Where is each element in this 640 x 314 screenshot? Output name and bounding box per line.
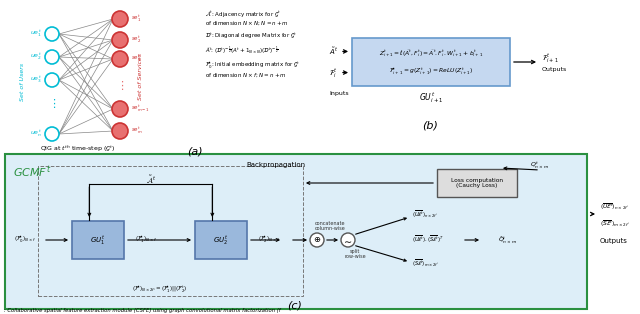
Text: Loss computation
(Cauchy Loss): Loss computation (Cauchy Loss) (451, 178, 503, 188)
Circle shape (112, 11, 128, 27)
Text: $\sim$: $\sim$ (342, 235, 353, 245)
FancyArrowPatch shape (591, 212, 594, 216)
Text: Backpropagation: Backpropagation (246, 162, 305, 168)
FancyArrowPatch shape (327, 239, 337, 241)
Text: $(\mathcal{F}_1^t)_{N \times f'}$: $(\mathcal{F}_1^t)_{N \times f'}$ (135, 235, 157, 245)
FancyArrowPatch shape (251, 239, 279, 241)
Text: $ue_3^t$: $ue_3^t$ (30, 75, 42, 85)
Text: of dimension $N \times N$; $N = n + m$: of dimension $N \times N$; $N = n + m$ (205, 19, 289, 27)
Text: $\mathcal{F}_{i+1}^t = g(Z_{i+1}^t) = ReLU(Z_{i+1}^t)$: $\mathcal{F}_{i+1}^t = g(Z_{i+1}^t) = Re… (388, 66, 474, 77)
Text: $\tilde{A}^t$: $(\mathcal{D}^t)^{-\frac{1}{2}}(A^t + 1_{N \times N})(\mathcal{D}: $\tilde{A}^t$: $(\mathcal{D}^t)^{-\frac{… (205, 45, 279, 57)
Text: $GU_{i+1}^t$: $GU_{i+1}^t$ (419, 90, 443, 106)
Text: Outputs: Outputs (542, 67, 567, 72)
FancyArrowPatch shape (504, 167, 537, 170)
Circle shape (45, 73, 59, 87)
Text: $(\mathcal{F}_0^t)_{N \times f}$: $(\mathcal{F}_0^t)_{N \times f}$ (14, 235, 36, 245)
Text: $(\mathcal{F}_2^t)_{N \times f'}$: $(\mathcal{F}_2^t)_{N \times f'}$ (258, 235, 280, 245)
FancyArrowPatch shape (211, 187, 214, 216)
Circle shape (112, 123, 128, 139)
Text: : Collaborative spatial feature extraction module (CSFE) using graph convolution: : Collaborative spatial feature extracti… (4, 308, 280, 313)
Text: $\mathcal{F}_{i+1}^t$: $\mathcal{F}_{i+1}^t$ (542, 51, 559, 63)
Text: $\mathcal{F}_i^t$: $\mathcal{F}_i^t$ (330, 66, 338, 79)
Text: (b): (b) (422, 121, 438, 131)
Text: $(\overline{S\mathcal{E}}^t)_{m \times 2f'}$: $(\overline{S\mathcal{E}}^t)_{m \times 2… (412, 259, 438, 269)
FancyArrowPatch shape (46, 239, 67, 241)
Text: $\tilde{A}^t$: $\tilde{A}^t$ (329, 46, 338, 57)
Text: QIG at $t^{th}$ time-step ($\mathcal{G}^t$): QIG at $t^{th}$ time-step ($\mathcal{G}^… (40, 144, 115, 154)
Text: (a): (a) (187, 146, 203, 156)
Text: split
row-wise: split row-wise (344, 249, 366, 259)
Text: $se_2^t$: $se_2^t$ (131, 35, 141, 45)
Text: $ue_2^t$: $ue_2^t$ (30, 52, 42, 62)
Text: $GCMF^t$: $GCMF^t$ (13, 164, 51, 180)
FancyArrowPatch shape (514, 60, 535, 64)
Text: $GU_1^t$: $GU_1^t$ (90, 234, 106, 246)
Text: Set of Services: Set of Services (138, 52, 143, 100)
Text: $(\overline{U\mathcal{E}}^t)_{n \times 2f'}$: $(\overline{U\mathcal{E}}^t)_{n \times 2… (600, 202, 629, 212)
Text: concatenate
column-wise: concatenate column-wise (315, 221, 346, 231)
Text: $se_{m-1}^t$: $se_{m-1}^t$ (131, 104, 150, 114)
Text: $\hat{Q}^t_{n \times m}$: $\hat{Q}^t_{n \times m}$ (498, 234, 517, 246)
Text: $ue_1^t$: $ue_1^t$ (30, 29, 42, 39)
Text: $ue_n^t$: $ue_n^t$ (29, 129, 42, 139)
Text: $(\overline{U\mathcal{E}}^t).(\overline{S\mathcal{E}}^t)^T$: $(\overline{U\mathcal{E}}^t).(\overline{… (412, 235, 444, 245)
FancyArrowPatch shape (343, 50, 347, 53)
FancyArrowPatch shape (307, 181, 433, 184)
Bar (72, 221, 124, 259)
Text: $(\mathcal{F}^t)_{N \times 2f'} = (\mathcal{F}_1^t)||(\mathcal{F}_2^t)$: $(\mathcal{F}^t)_{N \times 2f'} = (\math… (132, 284, 187, 294)
FancyArrowPatch shape (292, 239, 306, 241)
Circle shape (112, 32, 128, 48)
Circle shape (45, 50, 59, 64)
Text: $(\overline{S\mathcal{E}}^t)_{m \times 2f'}$: $(\overline{S\mathcal{E}}^t)_{m \times 2… (600, 219, 630, 229)
FancyArrowPatch shape (343, 71, 347, 74)
Bar (38, 166, 303, 296)
Circle shape (341, 233, 355, 247)
Text: $GU_2^t$: $GU_2^t$ (213, 234, 228, 246)
FancyArrowPatch shape (465, 239, 478, 241)
Bar (5, 154, 587, 309)
Bar (352, 38, 510, 86)
Text: $Z_{i+1}^t = \ell(\tilde{A}^t,F_i^t) = \tilde{A}^t.F_i^t.W_{i+1}^t + b_{i+1}^t$: $Z_{i+1}^t = \ell(\tilde{A}^t,F_i^t) = \… (379, 49, 483, 59)
Text: $(\overline{U\mathcal{E}}^t)_{n \times 2f'}$: $(\overline{U\mathcal{E}}^t)_{n \times 2… (412, 210, 438, 220)
Text: (c): (c) (287, 301, 303, 311)
FancyArrowPatch shape (356, 246, 406, 261)
Text: $\mathcal{A}^t$: Adjacency matrix for $\mathcal{G}^t$: $\mathcal{A}^t$: Adjacency matrix for $\… (205, 9, 281, 19)
Text: $se_1^t$: $se_1^t$ (131, 14, 141, 24)
Text: $\vdots$: $\vdots$ (48, 96, 56, 110)
Text: Outputs: Outputs (600, 238, 628, 244)
Text: $\vdots$: $\vdots$ (116, 79, 124, 93)
Circle shape (112, 51, 128, 67)
Circle shape (45, 27, 59, 41)
FancyArrowPatch shape (128, 239, 190, 241)
Text: $\oplus$: $\oplus$ (313, 235, 321, 244)
Text: $\mathcal{F}_0^t$: Initial embedding matrix for $\mathcal{G}^t$: $\mathcal{F}_0^t$: Initial embedding mat… (205, 61, 301, 71)
Text: $Q^t_{n \times m}$: $Q^t_{n \times m}$ (531, 161, 550, 171)
Text: Set of Users: Set of Users (19, 63, 24, 101)
Text: $\tilde{\mathcal{A}}^t$: $\tilde{\mathcal{A}}^t$ (146, 173, 156, 185)
Text: Inputs: Inputs (329, 91, 349, 96)
Text: of dimension $N \times f$; $N = n + m$: of dimension $N \times f$; $N = n + m$ (205, 71, 287, 79)
FancyArrowPatch shape (356, 218, 406, 234)
Text: $se_m^t$: $se_m^t$ (131, 126, 143, 136)
FancyArrowPatch shape (88, 187, 91, 216)
Circle shape (45, 127, 59, 141)
Bar (437, 169, 517, 197)
Text: $\mathcal{D}^t$: Diagonal degree Matrix for $\mathcal{G}^t$: $\mathcal{D}^t$: Diagonal degree Matrix … (205, 31, 297, 41)
Bar (195, 221, 247, 259)
Circle shape (112, 101, 128, 117)
Text: $se_3^t$: $se_3^t$ (131, 54, 141, 64)
Circle shape (310, 233, 324, 247)
